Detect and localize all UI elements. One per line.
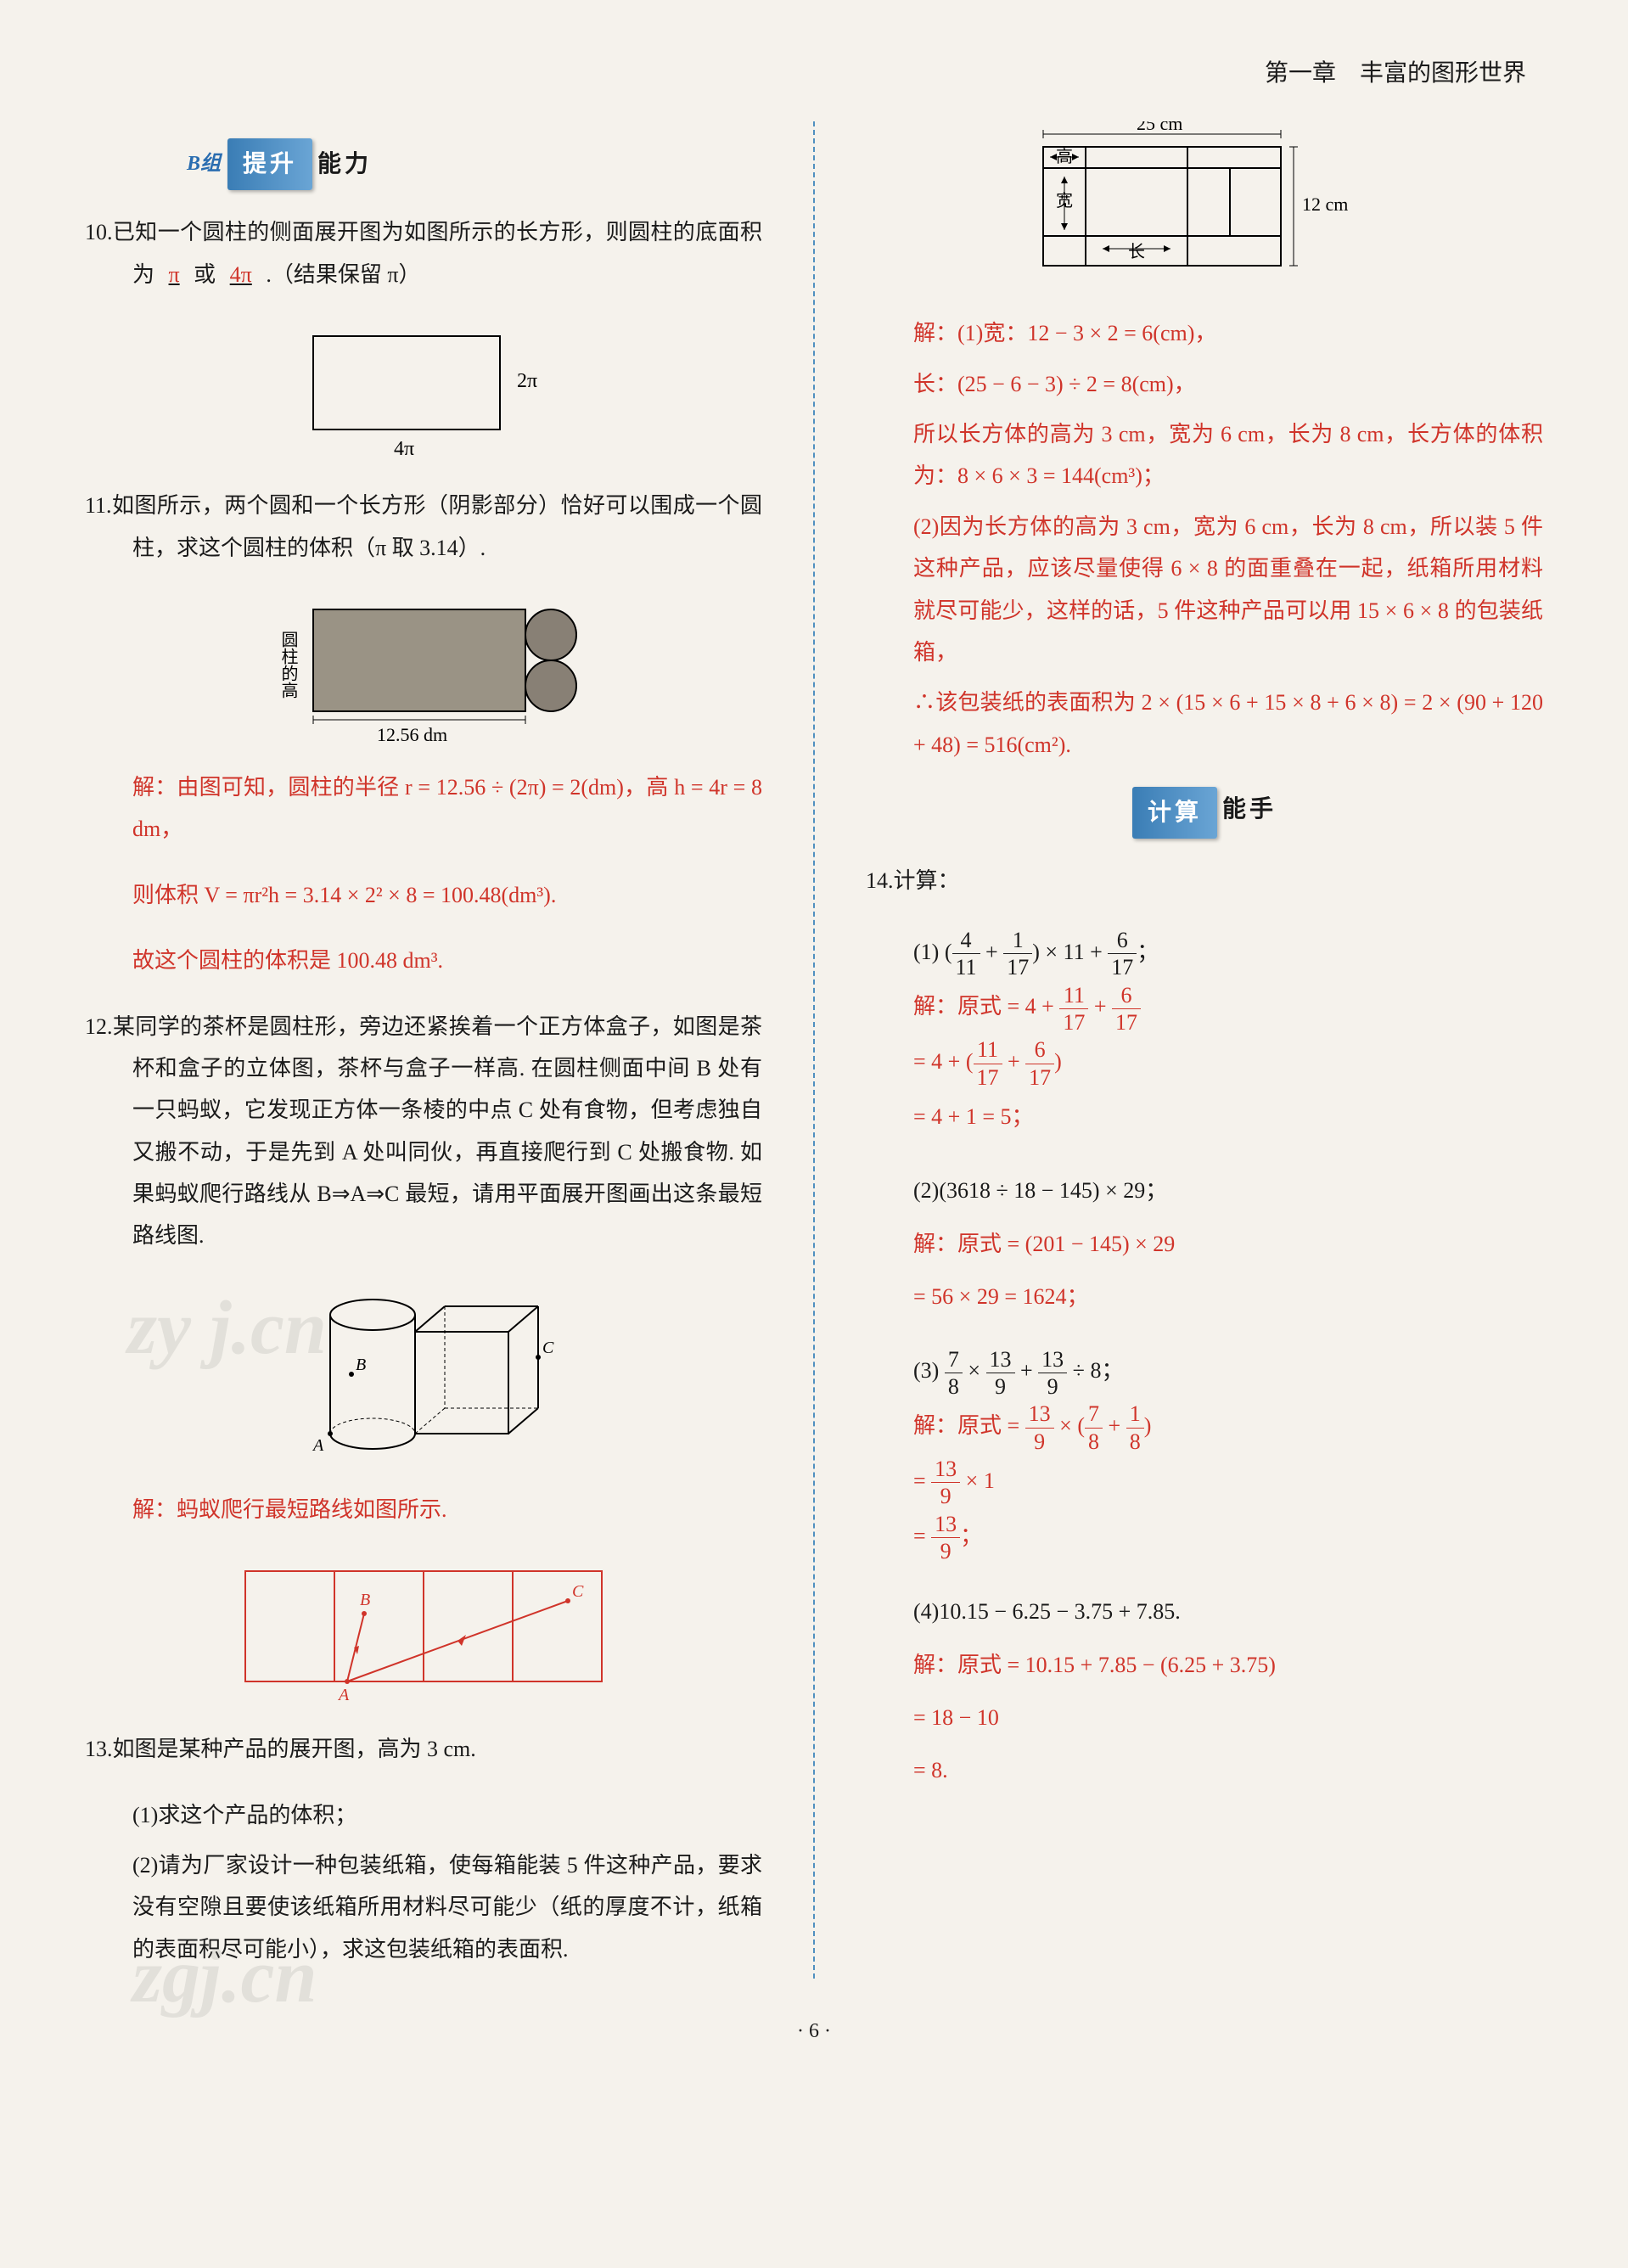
q10-text-b: 或 — [194, 262, 216, 287]
column-divider — [813, 121, 815, 1979]
q10-rect-svg: 2π 4π — [279, 319, 568, 463]
q13-sub1: (1)求这个产品的体积； — [132, 1794, 762, 1836]
q10-blank1: π — [160, 262, 188, 287]
q10-fig-w: 4π — [394, 438, 414, 460]
q12-figure-3d: zy j.cn B A C — [85, 1281, 762, 1468]
q11-num: 11. — [85, 493, 112, 518]
q14-p4-ans3: = 8. — [913, 1744, 1543, 1797]
q13-num: 13. — [85, 1737, 113, 1761]
q14-p2-ans1: 解：原式 = (201 − 145) × 29 — [913, 1218, 1543, 1271]
chapter-title: 丰富的图形世界 — [1360, 60, 1526, 87]
section-banner-bgroup: B组 提升 能力 — [187, 138, 372, 190]
svg-text:圆柱的高: 圆柱的高 — [278, 631, 298, 699]
svg-text:C: C — [542, 1339, 554, 1357]
q14-p2-ans2: = 56 × 29 = 1624； — [913, 1271, 1543, 1323]
q14-p4: (4)10.15 − 6.25 − 3.75 + 7.85. — [913, 1586, 1543, 1638]
banner-box: 提升 — [227, 138, 312, 190]
q13-figure: 25 cm 高 宽 长 12 cm — [866, 121, 1543, 291]
svg-text:长: 长 — [1128, 242, 1145, 261]
q13-text: 如图是某种产品的展开图，高为 3 cm. — [113, 1737, 476, 1761]
q14-p1-ans1: 解：原式 = 4 + 1117 + 617 — [913, 980, 1543, 1036]
question-10: 10.已知一个圆柱的侧面展开图为如图所示的长方形，则圆柱的底面积为 π 或 4π… — [85, 211, 762, 295]
q13-ans1: 解：(1)宽：12 − 3 × 2 = 6(cm)， — [913, 312, 1543, 354]
q10-fig-h: 2π — [517, 370, 537, 392]
q12-text: 某同学的茶杯是圆柱形，旁边还紧挨着一个正方体盒子，如图是茶杯和盒子的立体图，茶杯… — [113, 1014, 763, 1249]
q13-ans5: ∴该包装纸的表面积为 2 × (15 × 6 + 15 × 8 + 6 × 8)… — [913, 682, 1543, 766]
q14-text: 计算： — [894, 868, 960, 893]
q14-p3-ans3: = 139； — [913, 1510, 1543, 1565]
q14-p3: (3) 78 × 139 + 139 ÷ 8； — [913, 1345, 1543, 1400]
left-column: B组 提升 能力 10.已知一个圆柱的侧面展开图为如图所示的长方形，则圆柱的底面… — [85, 121, 762, 1979]
q13-ans4: (2)因为长方体的高为 3 cm，宽为 6 cm，长为 8 cm，所以装 5 件… — [913, 506, 1543, 674]
q14-p4-ans2: = 18 − 10 — [913, 1692, 1543, 1744]
q12-flat-svg: B A C — [211, 1554, 636, 1707]
banner-suffix: 能力 — [317, 142, 372, 187]
q13-ans2: 长：(25 − 6 − 3) ÷ 2 = 8(cm)， — [913, 363, 1543, 405]
q13-svg: 25 cm 高 宽 长 12 cm — [1001, 121, 1408, 291]
right-column: 25 cm 高 宽 长 12 cm 解：(1)宽：12 − 3 × 2 = 6 — [866, 121, 1543, 1979]
banner-calc-box: 计算 — [1132, 787, 1217, 839]
page-number: · 6 · — [85, 2013, 1543, 2052]
q11-ans1: 解：由图可知，圆柱的半径 r = 12.56 ÷ (2π) = 2(dm)，高 … — [85, 766, 762, 850]
q10-figure: 2π 4π — [85, 319, 762, 463]
svg-text:12 cm: 12 cm — [1302, 194, 1348, 215]
question-12: 12.某同学的茶杯是圆柱形，旁边还紧挨着一个正方体盒子，如图是茶杯和盒子的立体图… — [85, 1006, 762, 1257]
page-header: 第一章 丰富的图形世界 — [85, 51, 1543, 96]
q12-figure-flat: B A C — [85, 1554, 762, 1707]
q11-text: 如图所示，两个圆和一个长方形（阴影部分）恰好可以围成一个圆柱，求这个圆柱的体积（… — [112, 493, 762, 559]
q11-ans2: 则体积 V = πr²h = 3.14 × 2² × 8 = 100.48(dm… — [85, 874, 762, 916]
q14-p1-ans2: = 4 + (1117 + 617) — [913, 1036, 1543, 1091]
svg-text:B: B — [356, 1356, 366, 1374]
q14-p3-ans2: = 139 × 1 — [913, 1455, 1543, 1510]
svg-text:25 cm: 25 cm — [1137, 121, 1182, 134]
q12-3d-svg: B A C — [262, 1281, 585, 1468]
q14-p1: (1) (411 + 117) × 11 + 617； — [913, 926, 1543, 981]
q11-figure: 圆柱的高 12.56 dm — [85, 592, 762, 745]
q12-ans: 解：蚂蚁爬行最短路线如图所示. — [85, 1489, 762, 1530]
svg-text:A: A — [312, 1436, 324, 1455]
banner-calc-suffix: 能手 — [1222, 787, 1277, 839]
q13-ans3: 所以长方体的高为 3 cm，宽为 6 cm，长为 8 cm，长方体的体积为：8 … — [913, 413, 1543, 497]
q10-blank2: 4π — [222, 262, 261, 287]
svg-text:12.56 dm: 12.56 dm — [377, 724, 447, 745]
q14-p4-ans1: 解：原式 = 10.15 + 7.85 − (6.25 + 3.75) — [913, 1639, 1543, 1692]
question-14: 14.计算： — [866, 860, 1543, 901]
q14-num: 14. — [866, 868, 894, 893]
banner-prefix: B组 — [187, 145, 221, 184]
svg-text:C: C — [572, 1582, 584, 1601]
q13-sub2: (2)请为厂家设计一种包装纸箱，使每箱能装 5 件这种产品，要求没有空隙且要使该… — [132, 1844, 762, 1970]
q14-p2: (2)(3618 ÷ 18 − 145) × 29； — [913, 1165, 1543, 1217]
q14-p3-ans1: 解：原式 = 139 × (78 + 18) — [913, 1400, 1543, 1455]
section-banner-calc: 计算 能手 — [866, 787, 1543, 839]
q12-num: 12. — [85, 1014, 113, 1039]
question-11: 11.如图所示，两个圆和一个长方形（阴影部分）恰好可以围成一个圆柱，求这个圆柱的… — [85, 485, 762, 569]
question-13: 13.如图是某种产品的展开图，高为 3 cm. — [85, 1728, 762, 1770]
q11-svg: 圆柱的高 12.56 dm — [245, 592, 602, 745]
q10-text-c: .（结果保留 π） — [266, 262, 420, 287]
svg-text:B: B — [360, 1591, 370, 1609]
q14-p1-ans3: = 4 + 1 = 5； — [913, 1091, 1543, 1143]
chapter-label: 第一章 — [1265, 60, 1336, 87]
q10-num: 10. — [85, 220, 113, 244]
svg-text:A: A — [337, 1686, 350, 1704]
q11-ans3: 故这个圆柱的体积是 100.48 dm³. — [85, 940, 762, 981]
